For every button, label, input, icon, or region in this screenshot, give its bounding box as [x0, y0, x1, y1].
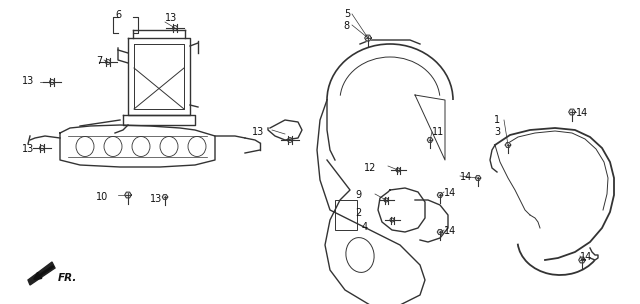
- Text: 13: 13: [22, 144, 35, 154]
- Text: 8: 8: [344, 21, 350, 31]
- Text: 9: 9: [356, 190, 362, 200]
- Text: 2: 2: [356, 208, 362, 218]
- Text: FR.: FR.: [58, 273, 77, 283]
- Polygon shape: [569, 109, 575, 115]
- Text: 5: 5: [344, 9, 350, 19]
- Text: 14: 14: [576, 108, 588, 118]
- Circle shape: [40, 146, 44, 150]
- Polygon shape: [163, 195, 168, 199]
- Text: 6: 6: [115, 10, 121, 20]
- Text: 7: 7: [96, 56, 102, 66]
- Circle shape: [50, 80, 54, 85]
- Polygon shape: [476, 176, 481, 180]
- Text: 1: 1: [494, 115, 500, 125]
- Text: 13: 13: [150, 194, 163, 204]
- Circle shape: [396, 168, 400, 172]
- Text: 14: 14: [444, 226, 456, 236]
- Text: 13: 13: [252, 127, 264, 137]
- Bar: [335, 200, 357, 230]
- Circle shape: [106, 60, 111, 64]
- Circle shape: [390, 218, 394, 222]
- Text: 14: 14: [460, 172, 472, 182]
- Text: 11: 11: [432, 127, 444, 137]
- Text: 4: 4: [362, 222, 368, 232]
- Text: 13: 13: [165, 13, 177, 23]
- Circle shape: [384, 198, 388, 202]
- Polygon shape: [365, 35, 371, 41]
- Text: 13: 13: [22, 76, 35, 86]
- Text: 10: 10: [96, 192, 108, 202]
- Text: 12: 12: [364, 163, 376, 173]
- Polygon shape: [579, 257, 586, 263]
- Circle shape: [173, 26, 177, 30]
- Text: 3: 3: [494, 127, 500, 137]
- Polygon shape: [505, 143, 511, 147]
- Text: 14: 14: [580, 252, 592, 262]
- Polygon shape: [437, 193, 443, 197]
- Polygon shape: [437, 230, 443, 234]
- Polygon shape: [28, 262, 55, 285]
- Text: 14: 14: [444, 188, 456, 198]
- Circle shape: [287, 138, 292, 142]
- Polygon shape: [125, 192, 131, 198]
- Polygon shape: [428, 138, 433, 142]
